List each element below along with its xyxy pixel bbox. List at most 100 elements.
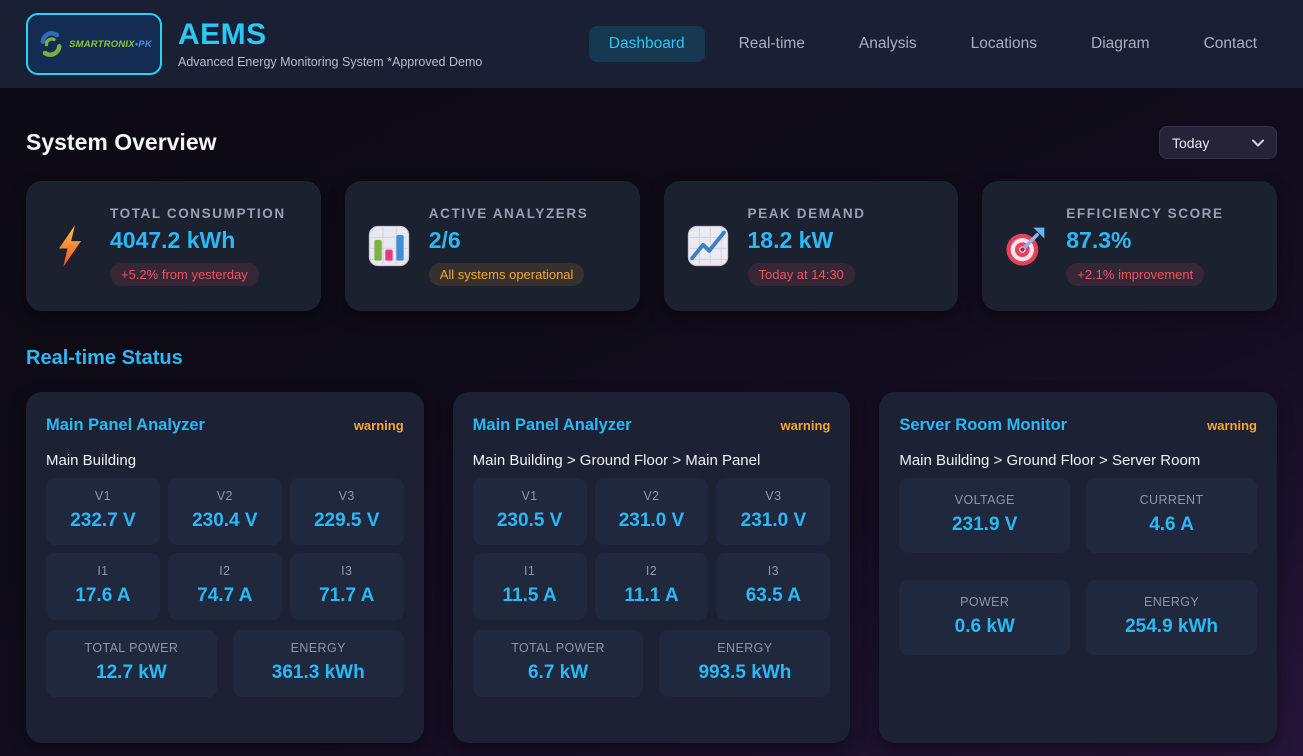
- nav-item-analysis[interactable]: Analysis: [839, 26, 937, 62]
- nav-item-real-time[interactable]: Real-time: [719, 26, 825, 62]
- metric-tile-voltage: VOLTAGE231.9 V: [899, 478, 1070, 553]
- panel-location: Main Building > Ground Floor > Main Pane…: [473, 452, 831, 469]
- metric-label: V2: [176, 489, 274, 503]
- stat-badge: +2.1% improvement: [1066, 263, 1204, 286]
- target-icon: [1004, 224, 1048, 268]
- metric-tile-power: POWER 0.6 kW: [899, 580, 1070, 655]
- metric-value: 11.1 A: [603, 585, 701, 607]
- metric-tile-v3: V3231.0 V: [716, 478, 830, 545]
- metric-value: 231.9 V: [907, 514, 1062, 536]
- metric-value: 361.3 kWh: [241, 662, 396, 684]
- stat-badge: All systems operational: [429, 263, 585, 286]
- metric-label: ENERGY: [1094, 595, 1249, 609]
- metric-tile-current: CURRENT4.6 A: [1086, 478, 1257, 553]
- metric-value: 0.6 kW: [907, 616, 1062, 638]
- metric-tile-v3: V3 229.5 V: [290, 478, 404, 545]
- metric-value: 74.7 A: [176, 585, 274, 607]
- chart-increasing-icon: [686, 224, 730, 268]
- metric-tile-v2: V2230.4 V: [168, 478, 282, 545]
- stat-label: EFFICIENCY SCORE: [1066, 206, 1223, 221]
- phase-metric-grid: V1232.7 VV2230.4 VV3229.5 VI117.6 AI274.…: [46, 478, 404, 620]
- stat-info: ACTIVE ANALYZERS2/6All systems operation…: [429, 206, 589, 286]
- stat-label: TOTAL CONSUMPTION: [110, 206, 286, 221]
- brand-logo[interactable]: SMARTRONIX•PK: [26, 13, 162, 75]
- main-nav: Dashboard Real-time Analysis Locations Diagr…: [589, 26, 1277, 62]
- nav-item-diagram[interactable]: Diagram: [1071, 26, 1170, 62]
- title-block: AEMS Advanced Energy Monitoring System *…: [178, 19, 482, 69]
- stat-value: 4047.2 kWh: [110, 227, 286, 254]
- metric-label: CURRENT: [1094, 493, 1249, 507]
- panel-title: Server Room Monitor: [899, 416, 1067, 435]
- metric-tile-i3: I363.5 A: [716, 553, 830, 620]
- metric-tile-v1: V1 232.7 V: [46, 478, 160, 545]
- realtime-title: Real-time Status: [26, 347, 1277, 370]
- metric-label: V1: [481, 489, 579, 503]
- metric-tile-energy: ENERGY993.5 kWh: [659, 630, 830, 697]
- metric-value: 231.0 V: [724, 510, 822, 532]
- metric-value: 11.5 A: [481, 585, 579, 607]
- metric-label: I2: [176, 564, 274, 578]
- app-header: SMARTRONIX•PK AEMS Advanced Energy Monit…: [0, 0, 1303, 88]
- panel-card-server-room-monitor: Server Room Monitor warning Main Building …: [879, 392, 1277, 743]
- metric-tile-i1: I1 11.5 A: [473, 553, 587, 620]
- metric-value: 63.5 A: [724, 585, 822, 607]
- brand-text: SMARTRONIX•PK: [69, 39, 152, 50]
- metric-tile-total-power: TOTAL POWER12.7 kW: [46, 630, 217, 697]
- chevron-down-icon: [1252, 139, 1264, 147]
- metric-tile-i2: I2 11.1 A: [595, 553, 709, 620]
- nav-item-dashboard[interactable]: Dashboard: [589, 26, 705, 62]
- bar-chart-icon: [367, 224, 411, 268]
- stat-badge: Today at 14:30: [748, 263, 855, 286]
- summary-metric-grid: VOLTAGE231.9 VCURRENT4.6 A POWER 0.6 kW ENE…: [899, 478, 1257, 655]
- panel-location: Main Building: [46, 452, 404, 469]
- metric-label: V3: [298, 489, 396, 503]
- panel-status-badge: warning: [780, 418, 830, 433]
- metric-label: POWER: [907, 595, 1062, 609]
- metric-value: 254.9 kWh: [1094, 616, 1249, 638]
- panel-head: Server Room Monitor warning: [899, 416, 1257, 435]
- metric-label: V1: [54, 489, 152, 503]
- metric-value: 229.5 V: [298, 510, 396, 532]
- metric-label: I2: [603, 564, 701, 578]
- metric-label: I3: [298, 564, 396, 578]
- metric-tile-v2: V2231.0 V: [595, 478, 709, 545]
- main-content: System Overview Today TOTAL CONSUMPTION 4…: [0, 88, 1303, 743]
- metric-tile-i3: I371.7 A: [290, 553, 404, 620]
- metric-tile-v1: V1 230.5 V: [473, 478, 587, 545]
- stat-label: PEAK DEMAND: [748, 206, 866, 221]
- metric-label: ENERGY: [667, 641, 822, 655]
- stat-card-active-analyzers: ACTIVE ANALYZERS2/6All systems operation…: [345, 181, 640, 311]
- panel-head: Main Panel Analyzer warning: [473, 416, 831, 435]
- metric-tile-energy: ENERGY 361.3 kWh: [233, 630, 404, 697]
- nav-item-locations[interactable]: Locations: [951, 26, 1057, 62]
- metric-label: ENERGY: [241, 641, 396, 655]
- panel-head: Main Panel Analyzer warning: [46, 416, 404, 435]
- metric-value: 230.5 V: [481, 510, 579, 532]
- phase-metric-grid: V1 230.5 V V2231.0 VV3231.0 V I1 11.5 A I2 11.…: [473, 478, 831, 620]
- nav-item-contact[interactable]: Contact: [1184, 26, 1277, 62]
- metric-tile-i2: I2 74.7 A: [168, 553, 282, 620]
- panel-location: Main Building > Ground Floor > Server Ro…: [899, 452, 1257, 469]
- panel-status-badge: warning: [354, 418, 404, 433]
- panel-status-badge: warning: [1207, 418, 1257, 433]
- stat-info: EFFICIENCY SCORE 87.3% +2.1% improvement: [1066, 206, 1223, 286]
- metric-value: 6.7 kW: [481, 662, 636, 684]
- panel-title: Main Panel Analyzer: [46, 416, 205, 435]
- metric-value: 232.7 V: [54, 510, 152, 532]
- panel-title: Main Panel Analyzer: [473, 416, 632, 435]
- overview-section-head: System Overview Today: [26, 126, 1277, 159]
- period-select[interactable]: Today: [1159, 126, 1277, 159]
- metric-label: TOTAL POWER: [481, 641, 636, 655]
- lightning-icon: [48, 224, 92, 268]
- panel-card-main-panel-analyzer: Main Panel Analyzer warning Main Building …: [453, 392, 851, 743]
- logo-swirl-icon: [36, 29, 66, 59]
- metric-label: TOTAL POWER: [54, 641, 209, 655]
- panels-row: Main Panel Analyzer warning Main Building V…: [26, 392, 1277, 743]
- stat-value: 87.3%: [1066, 227, 1223, 254]
- metric-label: I1: [481, 564, 579, 578]
- stat-value: 2/6: [429, 227, 589, 254]
- metric-tile-total-power: TOTAL POWER 6.7 kW: [473, 630, 644, 697]
- metric-value: 231.0 V: [603, 510, 701, 532]
- stat-card-efficiency-score: EFFICIENCY SCORE 87.3% +2.1% improvement: [982, 181, 1277, 311]
- stats-row: TOTAL CONSUMPTION4047.2 kWh+5.2% from ye…: [26, 181, 1277, 311]
